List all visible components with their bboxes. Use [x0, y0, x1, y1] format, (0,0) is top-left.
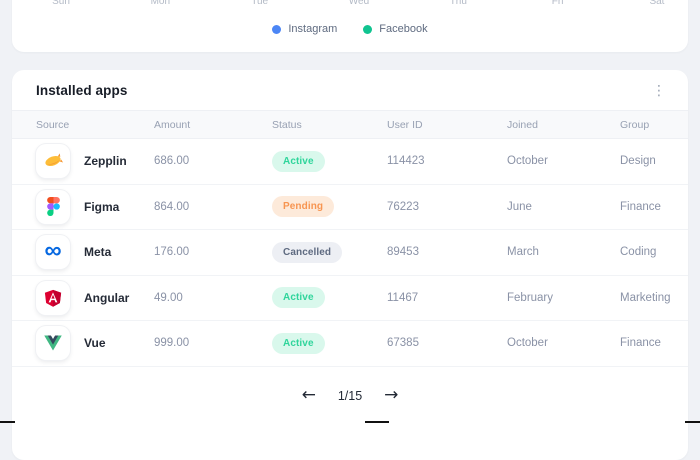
vue-logo-icon: [36, 326, 70, 361]
x-tick-label: Wed: [348, 0, 370, 7]
column-header-status: Status: [272, 118, 302, 131]
joined-cell: October: [507, 155, 548, 168]
dot-icon: [272, 24, 282, 34]
legend-item-facebook[interactable]: Facebook: [363, 23, 428, 35]
amount-cell: 999.00: [154, 337, 190, 350]
joined-cell: March: [507, 246, 539, 259]
table-row[interactable]: Figma 864.00 Pending 76223 June Finance: [12, 185, 688, 230]
legend-label: Instagram: [288, 23, 338, 35]
user-id-cell: 114423: [387, 155, 425, 168]
x-tick-label: Sat: [649, 0, 665, 7]
column-header-amount: Amount: [154, 118, 191, 131]
amount-cell: 686.00: [154, 155, 190, 168]
x-tick-label: Sun: [52, 0, 70, 7]
x-tick-label: Thu: [449, 0, 467, 7]
table-row[interactable]: Zepplin 686.00 Active 114423 October Des…: [12, 139, 688, 185]
group-cell: Design: [620, 155, 656, 168]
joined-cell: June: [507, 200, 532, 213]
amount-cell: 49.00: [154, 291, 183, 304]
x-tick-label: Tue: [251, 0, 269, 7]
installed-apps-card: Installed apps ⋮ Source Amount Status Us…: [12, 70, 688, 460]
status-badge: Active: [272, 332, 325, 354]
app-name: Meta: [84, 245, 112, 260]
app-name: Vue: [84, 336, 106, 351]
column-header-source: Source: [36, 118, 70, 131]
table-body: Zepplin 686.00 Active 114423 October Des…: [12, 139, 688, 367]
screen-edge-artifact: [685, 421, 700, 423]
chart-legend: Instagram Facebook: [12, 23, 688, 35]
table-header: Source Amount Status User ID Joined Grou…: [12, 110, 688, 139]
status-badge: Active: [272, 150, 325, 172]
legend-item-instagram[interactable]: Instagram: [272, 23, 337, 35]
user-id-cell: 89453: [387, 246, 419, 259]
installed-apps-header: Installed apps ⋮: [12, 70, 688, 110]
pagination: ← 1/15 →: [12, 367, 688, 425]
group-cell: Finance: [620, 337, 661, 350]
column-header-joined: Joined: [507, 118, 538, 131]
arrow-right-icon[interactable]: →: [380, 385, 402, 406]
angular-logo-icon: [36, 280, 70, 315]
group-cell: Finance: [620, 200, 661, 213]
joined-cell: October: [507, 337, 548, 350]
arrow-left-icon[interactable]: ←: [298, 385, 320, 406]
screen-edge-artifact: [365, 421, 389, 423]
chart-card: Sun Mon Tue Wed Thu Fri Sat Instagram Fa…: [12, 0, 688, 52]
kebab-menu-icon[interactable]: ⋮: [652, 82, 666, 98]
app-name: Zepplin: [84, 154, 127, 169]
amount-cell: 176.00: [154, 246, 190, 259]
meta-logo-icon: ∞: [36, 235, 70, 270]
card-title: Installed apps: [36, 82, 128, 98]
column-header-group: Group: [620, 118, 650, 131]
amount-cell: 864.00: [154, 200, 190, 213]
column-header-user-id: User ID: [387, 118, 423, 131]
chart-x-axis: Sun Mon Tue Wed Thu Fri Sat: [46, 0, 672, 7]
user-id-cell: 67385: [387, 337, 419, 350]
figma-logo-icon: [36, 189, 70, 224]
status-badge: Pending: [272, 196, 335, 218]
user-id-cell: 76223: [387, 200, 419, 213]
zeplin-logo-icon: [36, 144, 70, 179]
group-cell: Marketing: [620, 291, 671, 304]
screen-edge-artifact: [0, 421, 15, 423]
x-tick-label: Mon: [150, 0, 171, 7]
user-id-cell: 11467: [387, 291, 419, 304]
table-row[interactable]: ∞ Meta 176.00 Cancelled 89453 March Codi…: [12, 230, 688, 276]
table-row[interactable]: Vue 999.00 Active 67385 October Finance: [12, 321, 688, 367]
app-name: Figma: [84, 199, 120, 214]
table-row[interactable]: Angular 49.00 Active 11467 February Mark…: [12, 276, 688, 321]
dot-icon: [363, 24, 373, 34]
legend-label: Facebook: [379, 23, 428, 35]
joined-cell: February: [507, 291, 554, 304]
page-indicator: 1/15: [337, 388, 363, 403]
x-tick-label: Fri: [551, 0, 564, 7]
status-badge: Cancelled: [272, 241, 343, 263]
status-badge: Active: [272, 287, 325, 309]
group-cell: Coding: [620, 246, 657, 259]
app-name: Angular: [84, 290, 130, 305]
